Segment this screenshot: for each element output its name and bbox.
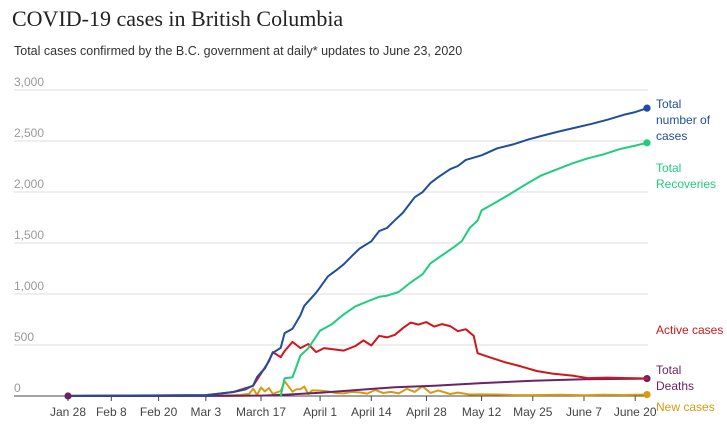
series-label-line: number of — [656, 113, 711, 127]
series-end-marker-total-number-of-cases — [643, 104, 651, 112]
series-label-line: Total — [656, 161, 681, 175]
x-tick-label: June 7 — [566, 405, 602, 419]
x-tick-label: June 20 — [614, 405, 657, 419]
y-tick-label: 0 — [14, 381, 21, 395]
series-label-line: Active cases — [656, 323, 723, 337]
series-label-total-deaths: Total Deaths — [656, 363, 694, 393]
x-tick-label: April 28 — [406, 405, 447, 419]
series-label-line: Total — [656, 97, 681, 111]
x-tick-label: March 17 — [236, 405, 286, 419]
series-line-total-recoveries — [279, 141, 648, 397]
series-label-line: New cases — [656, 400, 715, 414]
series-end-marker-total-recoveries — [643, 139, 651, 147]
x-tick-label: May 25 — [513, 405, 553, 419]
series-label-line: Recoveries — [656, 177, 716, 191]
y-tick-label: 2,000 — [14, 177, 44, 191]
x-tick-label: Jan 28 — [50, 405, 86, 419]
x-tick-label: Feb 8 — [96, 405, 127, 419]
chart-subtitle: Total cases confirmed by the B.C. govern… — [14, 44, 463, 58]
y-tick-label: 1,000 — [14, 279, 44, 293]
series-line-total-deaths — [67, 377, 648, 397]
x-tick-label: April 1 — [303, 405, 337, 419]
series-start-marker — [64, 392, 72, 400]
x-tick-label: Mar 3 — [191, 405, 222, 419]
series-label-line: Total — [656, 363, 681, 377]
series-label-total-recoveries: Total Recoveries — [656, 161, 716, 191]
series-end-marker-new-cases — [643, 390, 651, 399]
series-line-new-cases — [67, 380, 648, 397]
series-label-new-cases: New cases — [656, 400, 715, 414]
series-label-line: Deaths — [656, 379, 694, 393]
y-tick-label: 3,000 — [14, 75, 44, 89]
chart-title: COVID-19 cases in British Columbia — [12, 6, 344, 31]
y-tick-label: 2,500 — [14, 126, 44, 140]
y-tick-label: 1,500 — [14, 228, 44, 242]
x-tick-label: April 14 — [351, 405, 392, 419]
series-line-active-cases — [67, 321, 648, 397]
series-label-line: cases — [656, 129, 687, 143]
series-line-total-number-of-cases — [67, 107, 648, 397]
x-tick-label: May 12 — [462, 405, 502, 419]
x-tick-label: Feb 20 — [140, 405, 178, 419]
series-label-total-number-of-cases: Total number of cases — [656, 97, 711, 143]
series-label-active-cases: Active cases — [656, 323, 723, 337]
y-tick-label: 500 — [14, 330, 34, 344]
